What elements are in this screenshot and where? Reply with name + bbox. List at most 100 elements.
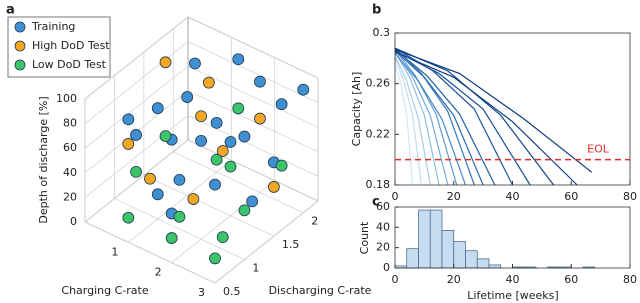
- grid-line: [214, 200, 319, 284]
- y-tick-label: 1.5: [282, 238, 300, 251]
- bar: [465, 250, 478, 269]
- point: [173, 210, 186, 223]
- grid-line: [187, 115, 319, 177]
- grid-line: [114, 198, 245, 260]
- point: [195, 134, 207, 147]
- point: [232, 53, 245, 66]
- bar: [429, 209, 443, 269]
- bar: [476, 258, 490, 269]
- y-tick-label: 0: [383, 261, 390, 274]
- point: [159, 130, 172, 143]
- capacity-curve: [394, 48, 593, 173]
- capacity-curve: [394, 51, 440, 186]
- capacity-curve: [394, 51, 449, 186]
- legend-label: Low DoD Test: [32, 58, 107, 71]
- grid-line: [84, 65, 189, 149]
- point: [130, 165, 142, 178]
- point: [224, 136, 237, 148]
- x-tick-label: 80: [623, 190, 637, 203]
- axes-frame: [394, 32, 631, 186]
- point: [238, 130, 251, 143]
- grid-line: [187, 41, 319, 103]
- bar: [488, 264, 502, 269]
- x-tick-label: 0: [392, 273, 399, 286]
- point: [275, 98, 288, 111]
- legend-marker: [14, 59, 26, 71]
- point: [189, 57, 201, 70]
- z-tick-label: 20: [63, 190, 77, 203]
- point: [224, 160, 237, 173]
- x-tick-label: 80: [623, 273, 637, 286]
- capacity-curve: [394, 52, 467, 186]
- point: [238, 204, 251, 217]
- point: [151, 102, 164, 115]
- x-tick-label: 0: [392, 190, 399, 203]
- point: [297, 83, 310, 96]
- point: [254, 112, 266, 125]
- x-tick-label: 3: [198, 286, 205, 299]
- grid-line: [173, 151, 304, 214]
- point: [210, 116, 223, 129]
- point: [144, 172, 156, 185]
- point: [122, 113, 135, 126]
- point: [267, 181, 280, 193]
- point: [209, 178, 221, 191]
- point: [151, 188, 164, 201]
- y-tick-label: 1: [252, 262, 259, 275]
- point: [216, 145, 229, 157]
- y-axis-label: Capacity [Ah]: [350, 72, 363, 147]
- capacity-curve: [394, 49, 458, 186]
- point: [216, 231, 229, 244]
- legend-label: Training: [31, 20, 75, 33]
- point: [130, 129, 142, 141]
- grid-line: [84, 139, 189, 223]
- grid-line: [143, 174, 275, 237]
- x-tick-label: 60: [564, 273, 578, 286]
- z-tick-label: 100: [56, 92, 77, 105]
- point: [187, 193, 200, 205]
- capacity-curve: [394, 50, 484, 186]
- bar: [406, 248, 419, 269]
- grid-line: [187, 16, 319, 79]
- y-tick-label: 2: [311, 215, 318, 228]
- eol-label: EOL: [587, 143, 610, 156]
- panel-label: a: [6, 3, 15, 18]
- x-axis-label: Lifetime [weeks]: [467, 289, 558, 302]
- grid-line: [128, 160, 232, 243]
- y-tick-label: 0.26: [366, 77, 391, 90]
- point: [122, 211, 135, 224]
- grid-line: [187, 139, 319, 202]
- x-tick-label: 1: [111, 245, 118, 258]
- capacity-curve: [394, 49, 496, 186]
- capacity-curve: [394, 64, 414, 186]
- legend-label: High DoD Test: [32, 39, 110, 52]
- x-axis-label: Charging C-rate: [61, 284, 148, 297]
- x-tick-label: 20: [447, 190, 461, 203]
- x-tick-label: 60: [564, 190, 578, 203]
- y-tick-label: 60: [376, 200, 390, 213]
- point: [173, 173, 186, 186]
- x-tick-label: 2: [155, 266, 162, 279]
- y-tick-label: 20: [376, 241, 390, 254]
- z-axis-label: Depth of discharge [%]: [37, 96, 50, 223]
- y-tick-label: 0.22: [366, 127, 391, 140]
- point: [165, 232, 178, 244]
- z-tick-label: 60: [63, 141, 77, 154]
- y-axis-label: Count: [358, 221, 371, 254]
- y-tick-label: 0.5: [223, 285, 241, 298]
- point: [275, 159, 288, 172]
- point: [209, 252, 221, 265]
- x-tick-label: 40: [506, 273, 520, 286]
- y-tick-label: 0.3: [373, 26, 391, 39]
- point: [210, 153, 223, 166]
- grid-line: [171, 180, 275, 263]
- point: [254, 75, 266, 88]
- grid-line: [187, 65, 319, 128]
- point: [202, 76, 215, 89]
- z-tick-label: 80: [63, 117, 77, 130]
- point: [232, 102, 245, 115]
- grid-line: [84, 16, 189, 100]
- z-tick-label: 0: [70, 215, 77, 228]
- legend-marker: [14, 21, 26, 33]
